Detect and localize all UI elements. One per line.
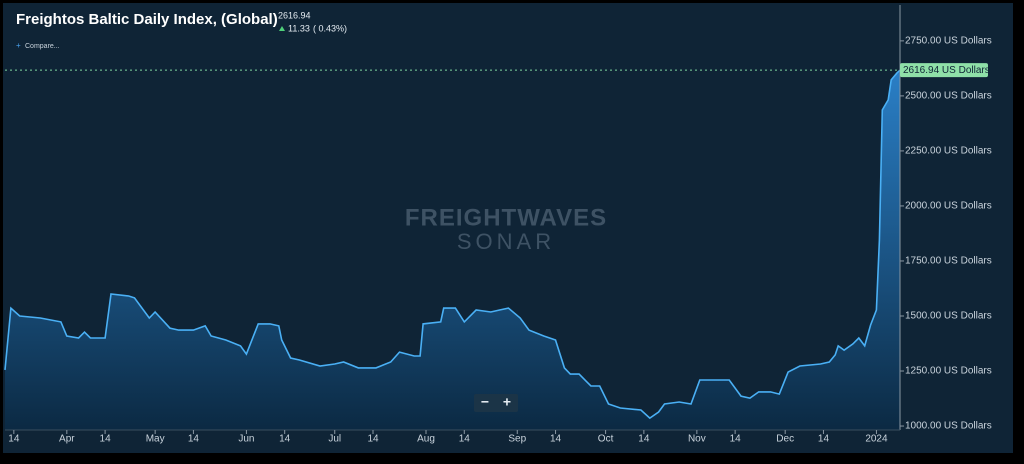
x-tick-label: 14 [8, 434, 20, 445]
x-tick-label: 14 [100, 434, 112, 445]
area-line [4, 69, 901, 420]
x-tick-label: 14 [459, 434, 471, 445]
y-tick-label: 2250.00 US Dollars [905, 146, 992, 157]
y-tick-label: 2500.00 US Dollars [905, 91, 992, 102]
watermark: SONAR [457, 229, 555, 254]
y-tick-label: 1000.00 US Dollars [905, 421, 992, 432]
x-tick-label: Dec [776, 434, 794, 445]
zoom-out-button[interactable]: − [481, 394, 489, 410]
chart-title: Freightos Baltic Daily Index, (Global) [16, 11, 278, 28]
zoom-in-button[interactable]: + [503, 394, 511, 410]
x-tick-label: Oct [598, 434, 614, 445]
x-tick-label: 2024 [865, 434, 888, 445]
x-tick-label: Jun [238, 434, 254, 445]
x-tick-label: Apr [59, 434, 75, 445]
compare-link[interactable]: Compare... [25, 43, 60, 50]
y-tick-label: 2000.00 US Dollars [905, 201, 992, 212]
watermark: FREIGHTWAVES [405, 204, 607, 231]
up-arrow [279, 26, 285, 31]
plot: 1000.00 US Dollars 1250.00 US Dollars 1500… [4, 5, 992, 445]
x-tick-label: Aug [417, 434, 435, 445]
x-tick-label: Jul [328, 434, 341, 445]
x-tick-label: May [146, 434, 165, 445]
x-tick-label: 14 [367, 434, 379, 445]
compare-plus[interactable]: + [16, 41, 21, 50]
change-percent: ( 0.43%) [313, 23, 347, 33]
price-tag-bg [900, 63, 988, 78]
change: 11.33 [288, 23, 310, 33]
x-tick-label: 14 [638, 434, 650, 445]
price-tag: 2616.94 US Dollars [903, 65, 990, 76]
y-tick-label: 2750.00 US Dollars [905, 36, 992, 47]
x-tick-label: 14 [550, 434, 562, 445]
area-fill [5, 70, 900, 430]
x-tick-label: Sep [508, 434, 526, 445]
x-tick-label: 14 [279, 434, 291, 445]
zoom-controls [474, 394, 518, 412]
x-tick-label: 14 [188, 434, 200, 445]
x-tick-label: 14 [730, 434, 742, 445]
x-tick-label: Nov [688, 434, 706, 445]
y-tick-label: 1500.00 US Dollars [905, 311, 992, 322]
y-tick-label: 1750.00 US Dollars [905, 256, 992, 267]
last-value: 2616.94 [278, 10, 311, 20]
y-tick-label: 1250.00 US Dollars [905, 366, 992, 377]
x-tick-label: 14 [818, 434, 830, 445]
